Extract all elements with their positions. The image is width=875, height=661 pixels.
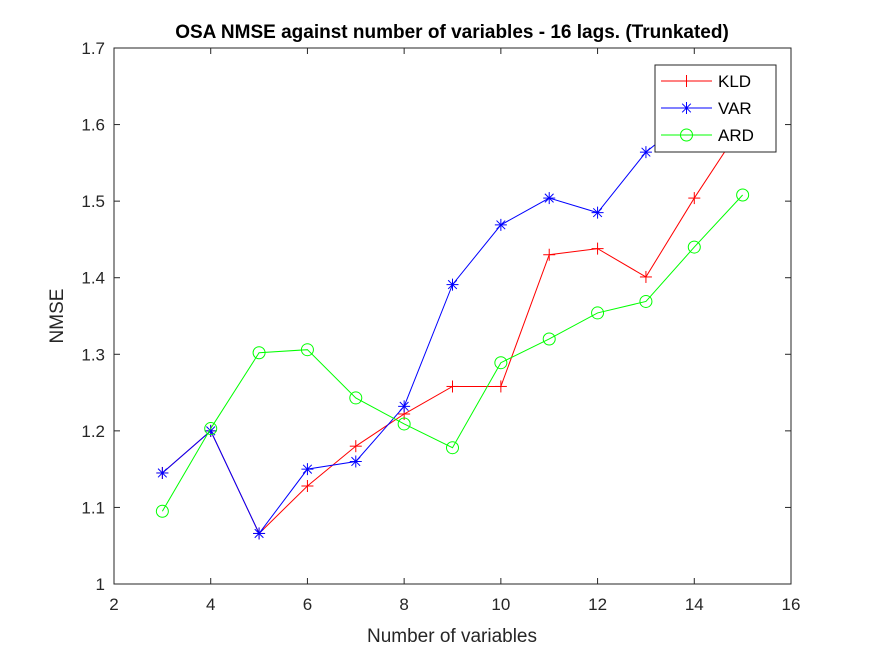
y-tick-label: 1.1 (81, 498, 105, 517)
data-point-ard (542, 332, 556, 346)
data-point-kld (301, 479, 314, 492)
x-tick-label: 8 (399, 595, 408, 614)
x-tick-label: 16 (782, 595, 801, 614)
legend-label-var: VAR (718, 99, 752, 118)
data-point-var (494, 218, 507, 231)
y-axis-label: NMSE (47, 289, 68, 344)
series-var (156, 87, 749, 540)
legend-label-kld: KLD (718, 72, 751, 91)
y-tick-label: 1 (96, 575, 105, 594)
legend-marker-var (680, 102, 693, 114)
legend-entry-kld: KLD (661, 72, 751, 91)
series-line-ard (161, 194, 744, 512)
x-axis-label: Number of variables (367, 626, 537, 647)
data-point-var (301, 463, 314, 476)
y-tick-label: 1.6 (81, 116, 105, 135)
data-point-ard (252, 346, 266, 360)
data-point-ard (204, 422, 218, 436)
data-point-ard (397, 417, 411, 431)
legend-marker-kld (680, 75, 693, 87)
chart-title: OSA NMSE against number of variables - 1… (175, 22, 729, 43)
x-tick-label: 10 (491, 595, 510, 614)
axes-box (113, 47, 792, 585)
y-tick-label: 1.4 (81, 269, 105, 288)
data-point-ard (155, 504, 169, 518)
data-point-ard (687, 240, 701, 254)
legend-label-ard: ARD (718, 126, 754, 145)
data-point-kld (446, 380, 459, 393)
data-point-ard (736, 188, 750, 202)
legend-entry-ard: ARD (661, 126, 754, 145)
data-point-kld (688, 192, 701, 205)
data-point-var (591, 206, 604, 219)
x-tick-label: 6 (303, 595, 312, 614)
x-tick-label: 14 (685, 595, 704, 614)
x-tick-label: 4 (206, 595, 215, 614)
data-point-kld (349, 440, 362, 453)
legend-entry-var: VAR (661, 99, 752, 118)
y-tick-label: 1.2 (81, 422, 105, 441)
data-point-kld (543, 248, 556, 261)
y-tick-label: 1.3 (81, 345, 105, 364)
series-ard (155, 188, 750, 518)
axis-ticks: 2 4 6 8 10 12 14 16 1 1.1 1.2 1.3 1.4 1.5 1.6 1.7 (81, 39, 800, 614)
data-point-var (639, 146, 652, 159)
data-point-kld (494, 380, 507, 393)
data-point-ard (446, 441, 459, 455)
data-point-ard (349, 391, 363, 405)
data-point-ard (494, 356, 508, 370)
data-point-var (543, 192, 556, 205)
data-point-var (349, 455, 362, 468)
data-point-ard (639, 294, 653, 308)
data-point-ard (300, 343, 314, 357)
data-point-var (398, 400, 411, 413)
data-point-var (253, 527, 266, 540)
x-tick-label: 2 (109, 595, 118, 614)
data-point-kld (639, 270, 652, 283)
y-tick-label: 1.5 (81, 192, 105, 211)
data-point-ard (591, 306, 605, 320)
series-layer (155, 87, 750, 540)
x-tick-label: 12 (588, 595, 607, 614)
data-point-var (156, 466, 169, 479)
y-tick-label: 1.7 (81, 39, 105, 58)
legend-marker-ard (680, 128, 693, 142)
legend: KLD VAR ARD (654, 64, 777, 153)
data-point-var (446, 278, 459, 291)
data-point-kld (591, 242, 604, 255)
